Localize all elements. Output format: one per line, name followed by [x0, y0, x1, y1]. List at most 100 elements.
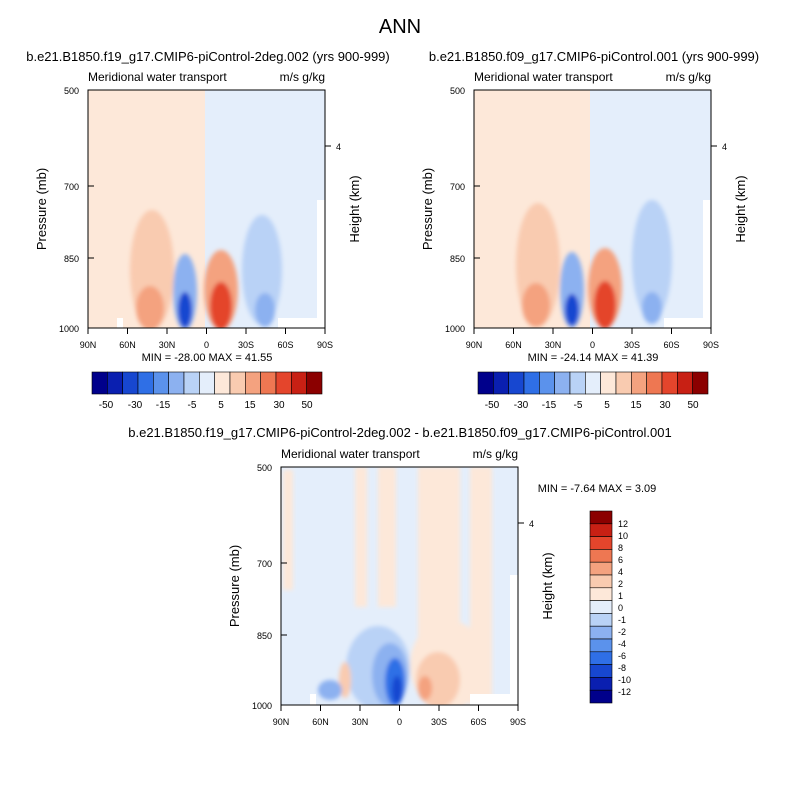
- colorbar-label: 50: [687, 400, 699, 411]
- panel-1-topography-mask: [117, 318, 123, 328]
- colorbar-swatch: [554, 371, 571, 395]
- panel-2-left-subtitle: Meridional water transport: [474, 70, 613, 84]
- x-tick-label: 90S: [317, 340, 333, 350]
- colorbar-swatch: [661, 371, 678, 395]
- colorbar-swatch: [245, 371, 261, 395]
- colorbar-swatch: [229, 371, 246, 395]
- panel-3-cell-neg-core: [392, 676, 402, 704]
- panel-3-y-ticks: [281, 466, 524, 706]
- colorbar-swatch: [589, 600, 613, 614]
- colorbar-label: -5: [574, 400, 583, 411]
- x-tick-label: 30N: [352, 717, 369, 727]
- panel-1-cell-south-neg-core: [255, 293, 275, 327]
- panel-1-y-ticks: [88, 89, 331, 329]
- colorbar-label: -1: [618, 615, 626, 625]
- panel-3-topography-mask: [510, 575, 518, 705]
- colorbar-swatch: [569, 371, 586, 395]
- colorbar-label: 15: [630, 400, 642, 411]
- colorbar-label: 2: [618, 579, 623, 589]
- panel-3: b.e21.B1850.f19_g17.CMIP6-piControl-2deg…: [128, 425, 671, 727]
- panel-2-cell-south-neg: [632, 200, 672, 320]
- colorbar-swatch: [122, 371, 139, 395]
- panel-1-field: [88, 90, 325, 328]
- colorbar-swatch: [589, 638, 613, 653]
- colorbar-swatch: [260, 371, 277, 395]
- panel-2-contours: [516, 200, 672, 328]
- colorbar-label: 15: [244, 400, 256, 411]
- colorbar-swatch: [153, 371, 169, 395]
- colorbar-label: -10: [618, 675, 631, 685]
- colorbar-swatch: [615, 371, 632, 395]
- colorbar-swatch: [677, 371, 693, 395]
- colorbar-label: -2: [618, 627, 626, 637]
- x-tick-label: 60N: [505, 340, 522, 350]
- colorbar-label: -30: [128, 400, 143, 411]
- y-tick-label: 500: [450, 86, 465, 96]
- y-tick-label: 700: [450, 182, 465, 192]
- panel-2-topography-mask: [664, 318, 711, 328]
- panel-2-title: b.e21.B1850.f09_g17.CMIP6-piControl.001 …: [429, 49, 759, 64]
- right-tick-label: 4: [722, 142, 727, 152]
- x-tick-label: 30S: [624, 340, 640, 350]
- x-tick-label: 0: [590, 340, 595, 350]
- colorbar-swatch: [600, 371, 617, 395]
- x-tick-label: 30N: [159, 340, 176, 350]
- colorbar-swatch: [589, 549, 613, 563]
- colorbar-swatch: [589, 664, 613, 678]
- panel-2-x-ticks: [473, 328, 712, 334]
- colorbar-swatch: [589, 510, 613, 525]
- colorbar-label: -5: [188, 400, 197, 411]
- panel-1: b.e21.B1850.f19_g17.CMIP6-piControl-2deg…: [26, 49, 390, 411]
- panel-3-band-pos: [378, 467, 396, 607]
- colorbar-swatch: [508, 371, 525, 395]
- panel-1-stats: MIN = -28.00 MAX = 41.55: [142, 352, 273, 364]
- y-tick-label: 850: [64, 254, 79, 264]
- x-tick-label: 60N: [312, 717, 329, 727]
- x-tick-label: 90N: [466, 340, 483, 350]
- colorbar-swatch: [306, 371, 323, 395]
- colorbar-swatch: [589, 689, 613, 704]
- panel-3-topography-mask: [310, 694, 316, 705]
- colorbar-label: -15: [542, 400, 557, 411]
- panel-3-title: b.e21.B1850.f19_g17.CMIP6-piControl-2deg…: [128, 425, 671, 440]
- x-tick-label: 60S: [470, 717, 486, 727]
- panel-2-right-label: Height (km): [733, 175, 748, 242]
- colorbar-label: 30: [273, 400, 285, 411]
- colorbar-swatch: [91, 371, 108, 395]
- panel-3-right-subtitle: m/s g/kg: [473, 447, 518, 461]
- colorbar-label: 1: [618, 591, 623, 601]
- panel-2-cell-subtrop-neg-core: [565, 294, 579, 326]
- x-tick-label: 0: [204, 340, 209, 350]
- x-tick-label: 60S: [277, 340, 293, 350]
- panel-3-cell-pos-core: [418, 676, 432, 700]
- x-tick-label: 60S: [663, 340, 679, 350]
- colorbar-label: -50: [99, 400, 114, 411]
- colorbar-label: 0: [618, 603, 623, 613]
- panel-2-colorbar: [477, 371, 709, 395]
- panel-3-field: [281, 467, 518, 705]
- panel-2-stats: MIN = -24.14 MAX = 41.39: [528, 352, 659, 364]
- colorbar-swatch: [589, 613, 613, 627]
- colorbar-label: 4: [618, 567, 623, 577]
- colorbar-swatch: [589, 523, 613, 537]
- y-tick-label: 700: [257, 559, 272, 569]
- y-tick-label: 1000: [59, 324, 79, 334]
- panel-1-topography-mask: [278, 318, 325, 328]
- x-tick-label: 90S: [703, 340, 719, 350]
- colorbar-label: -6: [618, 651, 626, 661]
- colorbar-label: 50: [301, 400, 313, 411]
- y-tick-label: 1000: [445, 324, 465, 334]
- colorbar-swatch: [646, 371, 663, 395]
- colorbar-label: -8: [618, 663, 626, 673]
- x-tick-label: 0: [397, 717, 402, 727]
- right-tick-label: 4: [529, 519, 534, 529]
- colorbar-swatch: [523, 371, 540, 395]
- colorbar-swatch: [214, 371, 231, 395]
- colorbar-label: 10: [618, 531, 628, 541]
- colorbar-label: -4: [618, 639, 626, 649]
- x-tick-label: 30N: [545, 340, 562, 350]
- panel-2-right-subtitle: m/s g/kg: [666, 70, 711, 84]
- colorbar-swatch: [183, 371, 200, 395]
- colorbar-swatch: [589, 574, 613, 589]
